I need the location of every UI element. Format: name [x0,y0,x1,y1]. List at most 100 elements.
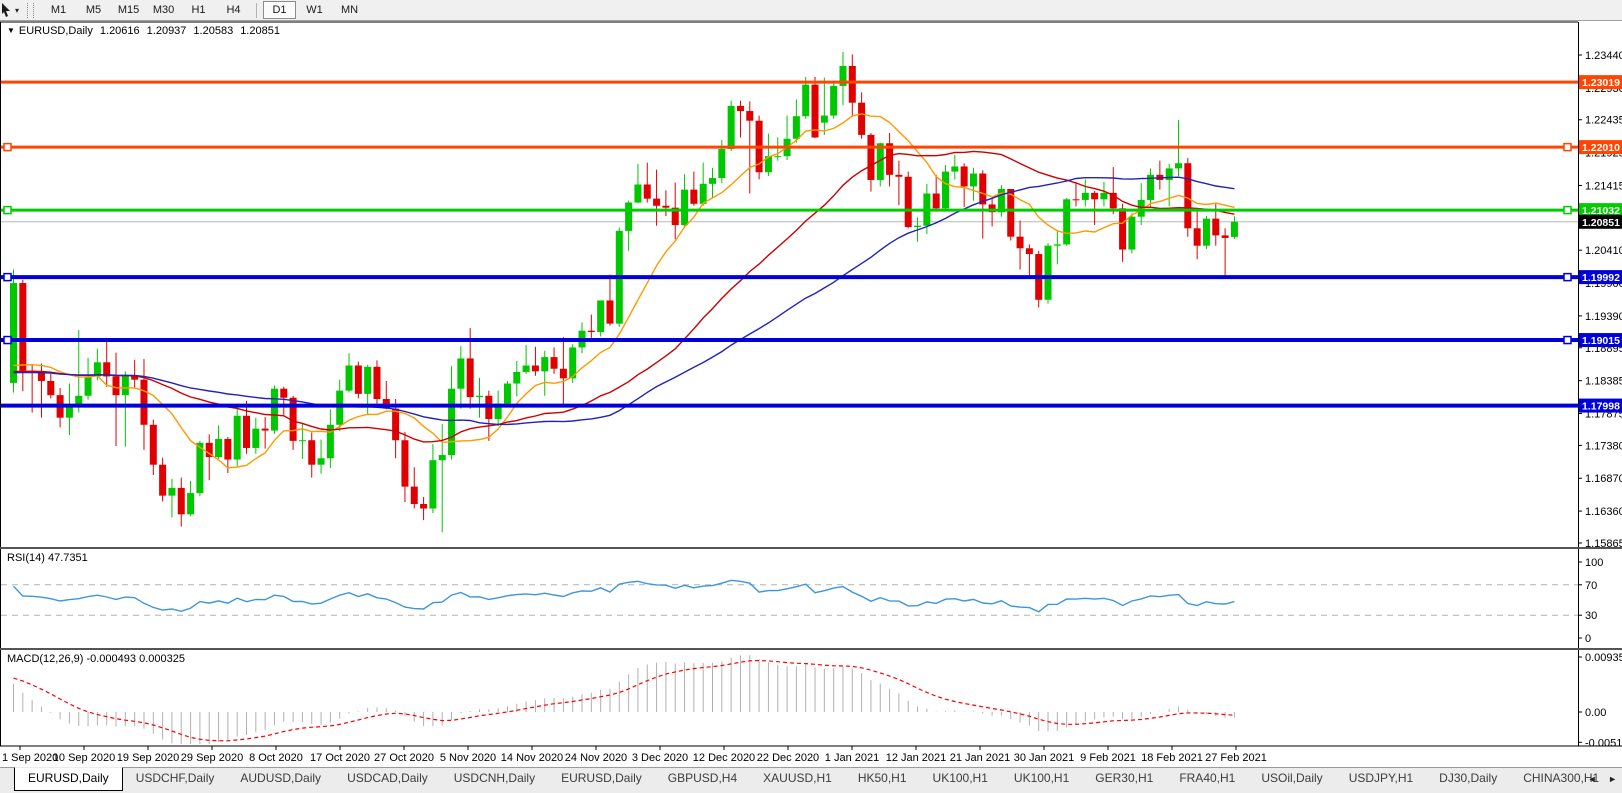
candle-body [988,204,996,213]
candle-body [373,366,381,400]
chart-tab-xauusd-h1[interactable]: XAUUSD,H1 [763,771,832,785]
date-tick-label: 1 Jan 2021 [825,752,879,764]
candle-body [19,283,27,371]
chart-tab-usdchf-daily[interactable]: USDCHF,Daily [135,771,215,785]
candle-body [1063,199,1071,245]
candle-body [802,84,810,117]
candle-body [392,408,400,441]
candle-body [243,415,250,448]
candle-body [233,415,241,460]
candle-body [541,357,549,372]
price-tick-label: 1.16360 [1585,506,1622,518]
dropdown-caret-icon[interactable]: ▾ [15,5,20,15]
chart-collapse-icon[interactable]: ▼ [7,26,15,35]
candle-body [112,376,120,396]
rsi-tick-label: 100 [1585,557,1603,569]
chart-tab-audusd-daily[interactable]: AUDUSD,Daily [240,771,322,785]
chart-tab-hk50-h1[interactable]: HK50,H1 [857,771,907,785]
macd-tick-label: 0.009354 [1585,652,1622,664]
date-tick-label: 9 Feb 2021 [1080,752,1136,764]
candle-body [84,376,92,396]
candle-body [336,390,344,425]
line-handle-marker [1563,335,1572,345]
cursor-tool-button[interactable]: ▾ [0,1,22,19]
candle-body [792,116,800,139]
candle-body [839,65,847,86]
candle-body [1165,168,1173,180]
candle-body [205,442,213,457]
price-tick-label: 1.20410 [1585,245,1622,257]
chart-tabs-bar: EURUSD,Daily USDCHF,Daily AUDUSD,Daily USDC… [0,767,1622,793]
chart-tab-usdjpy-h1[interactable]: USDJPY,H1 [1348,771,1414,785]
timeframe-button-d1[interactable]: D1 [263,1,297,19]
toolbar-grip[interactable] [27,2,35,18]
price-tick-label: 1.15865 [1585,538,1622,550]
date-tick-label: 27 Oct 2020 [374,752,434,764]
timeframe-button-h1[interactable]: H1 [191,4,206,16]
candle-body [1221,235,1229,238]
candle-body [1202,218,1210,246]
candle-body [168,487,176,496]
candle-body [1184,163,1192,229]
candle-body [140,379,148,425]
candle-body [1072,199,1080,201]
chart-tab-dj30-daily[interactable]: DJ30,Daily [1439,771,1498,785]
chart-tab-ger30-h1[interactable]: GER30,H1 [1095,771,1154,785]
date-tick-label: 14 Nov 2020 [501,752,563,764]
candle-body [317,458,325,465]
candle-body [960,166,968,187]
timeframe-button-m1[interactable]: M1 [50,4,67,16]
price-tick-label: 1.16870 [1585,473,1622,485]
candle-body [895,174,903,177]
candle-body [1212,218,1220,236]
candle-body [522,365,530,372]
date-tick-label: 24 Nov 2020 [565,752,627,764]
chart-tab-usdcnh-daily[interactable]: USDCNH,Daily [453,771,536,785]
candle-body [131,375,139,380]
candle-body [196,442,204,494]
candle-body [503,383,511,404]
date-tick-label: 22 Dec 2020 [757,752,819,764]
timeframe-button-mn[interactable]: MN [340,4,359,16]
price-badge [1579,75,1622,90]
tab-scroll-left-icon[interactable]: ◄ [1587,774,1597,784]
candle-body [569,347,577,379]
candle-body [224,438,232,460]
chart-tab-usdcad-daily[interactable]: USDCAD,Daily [347,771,428,785]
chart-tab-eurusd-daily[interactable]: EURUSD,Daily [561,771,642,785]
candle-body [420,504,428,509]
tab-scroll-right-icon[interactable]: ► [1608,774,1617,784]
timeframe-button-m5[interactable]: M5 [85,4,102,16]
timeframe-button-w1[interactable]: W1 [306,4,323,16]
line-handle-marker [1563,205,1572,215]
macd-tick-label: 0.00 [1585,707,1606,719]
chart-tab-gbpusd-h4[interactable]: GBPUSD,H4 [667,771,738,785]
price-badge-label: 1.17998 [1582,401,1620,413]
candle-body [830,85,838,116]
line-handle-marker [3,335,12,345]
timeframe-button-m30[interactable]: M30 [152,4,175,16]
date-tick-label: 21 Jan 2021 [950,752,1011,764]
candle-body [494,403,502,419]
chart-tab-usoil-daily[interactable]: USOil,Daily [1261,771,1323,785]
chart-tab-uk100-h1[interactable]: UK100,H1 [1013,771,1070,785]
candle-body [876,143,884,180]
ohlc-high: 1.20937 [146,25,187,37]
chart-symbol: EURUSD,Daily [18,25,93,37]
timeframe-button-m15[interactable]: M15 [117,4,140,16]
rsi-tick-label: 70 [1585,580,1597,592]
rsi-label: RSI(14) 47.7351 [7,552,88,564]
chart-tab-fra40-h1[interactable]: FRA40,H1 [1179,771,1236,785]
candle-body [997,188,1005,213]
candle-body [252,428,260,448]
chart-tab-uk100-h1[interactable]: UK100,H1 [932,771,988,785]
line-handle-marker [1563,272,1572,282]
chart-tab-eurusd-daily[interactable]: EURUSD,Daily [14,767,123,791]
candle-body [1053,244,1061,246]
chart-canvas[interactable]: 1.234401.229301.224351.219251.214151.204… [0,21,1622,767]
candle-body [364,366,372,394]
candle-body [1007,188,1015,237]
timeframe-button-h4[interactable]: H4 [226,4,241,16]
macd-label: MACD(12,26,9) -0.000493 0.000325 [7,653,185,665]
chart-tab-china300-h1[interactable]: CHINA300,H1 [1523,771,1600,785]
